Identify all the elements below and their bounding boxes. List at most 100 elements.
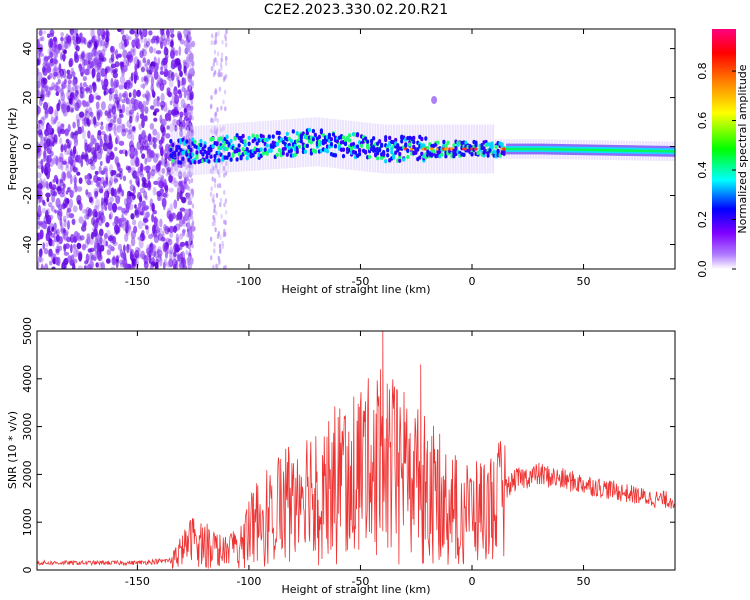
heatmap-cell bbox=[85, 156, 90, 166]
heatmap-cell bbox=[108, 213, 112, 220]
heatmap-cell bbox=[58, 99, 61, 108]
heatmap-cell bbox=[57, 182, 62, 192]
heatmap-cell bbox=[538, 147, 541, 151]
heatmap-cell bbox=[39, 121, 45, 131]
heatmap-cell bbox=[100, 121, 104, 126]
heatmap-cell bbox=[158, 188, 165, 194]
heatmap-cell bbox=[153, 142, 157, 150]
heatmap-cell bbox=[241, 147, 245, 152]
heatmap-cell bbox=[454, 145, 458, 151]
heatmap-cell bbox=[255, 141, 259, 146]
heatmap-cell bbox=[115, 225, 119, 235]
heatmap-cell bbox=[55, 197, 61, 208]
heatmap-cell bbox=[213, 124, 216, 174]
heatmap-cell bbox=[115, 195, 121, 205]
heatmap-cell bbox=[75, 36, 82, 45]
heatmap-cell bbox=[293, 152, 297, 157]
heatmap-cell bbox=[134, 30, 140, 38]
heatmap-cell bbox=[210, 255, 213, 261]
heatmap-cell bbox=[84, 238, 89, 249]
heatmap-cell bbox=[147, 178, 151, 189]
heatmap-cell bbox=[118, 140, 125, 146]
heatmap-cell bbox=[161, 118, 167, 127]
heatmap-cell bbox=[213, 182, 217, 188]
heatmap-cell bbox=[38, 98, 43, 107]
heatmap-cell bbox=[51, 141, 55, 147]
heatmap-cell bbox=[191, 115, 194, 121]
heatmap-cell bbox=[162, 261, 166, 269]
heatmap-cell bbox=[86, 236, 91, 245]
heatmap-cell bbox=[660, 149, 663, 153]
heatmap-cell bbox=[237, 148, 241, 153]
heatmap-cell bbox=[154, 261, 159, 269]
heatmap-cell bbox=[186, 29, 190, 34]
heatmap-cell bbox=[552, 148, 555, 151]
heatmap-cell bbox=[66, 207, 72, 213]
heatmap-cell bbox=[211, 197, 215, 203]
heatmap-cell bbox=[68, 198, 74, 209]
heatmap-cell bbox=[93, 119, 98, 129]
heatmap-cell bbox=[181, 196, 187, 204]
heatmap-cell bbox=[116, 187, 123, 193]
heatmap-cell bbox=[135, 157, 140, 167]
heatmap-cell bbox=[88, 196, 93, 203]
heatmap-cell bbox=[68, 59, 73, 68]
heatmap-cell bbox=[92, 116, 97, 125]
heatmap-cell bbox=[42, 221, 48, 230]
heatmap-cell bbox=[128, 92, 132, 98]
heatmap-cell bbox=[530, 147, 533, 151]
heatmap-cell bbox=[185, 139, 189, 144]
heatmap-cell bbox=[60, 187, 65, 195]
heatmap-cell bbox=[105, 67, 108, 75]
heatmap-cell bbox=[128, 76, 134, 87]
heatmap-cell bbox=[42, 77, 48, 85]
heatmap-cell bbox=[179, 241, 186, 247]
heatmap-cell bbox=[590, 148, 593, 152]
heatmap-cell bbox=[212, 61, 216, 67]
heatmap-cell bbox=[220, 71, 223, 77]
heatmap-cell bbox=[237, 143, 241, 148]
heatmap-cell bbox=[97, 66, 101, 75]
heatmap-cell bbox=[606, 148, 609, 152]
heatmap-cell bbox=[666, 150, 669, 153]
heatmap-cell bbox=[171, 96, 176, 104]
heatmap-cell bbox=[124, 81, 131, 91]
heatmap-cell bbox=[151, 89, 155, 96]
heatmap-cell bbox=[85, 107, 89, 114]
top-x-tick-label: -100 bbox=[236, 275, 261, 288]
heatmap-cell bbox=[444, 147, 448, 151]
heatmap-cell bbox=[88, 84, 93, 95]
heatmap-cell bbox=[654, 149, 657, 153]
heatmap-cell bbox=[187, 144, 191, 150]
heatmap-cell bbox=[432, 149, 436, 154]
heatmap-cell bbox=[80, 51, 85, 60]
heatmap-cell bbox=[218, 172, 221, 178]
heatmap-cell bbox=[281, 151, 285, 156]
heatmap-cell bbox=[363, 149, 368, 155]
heatmap-cell bbox=[51, 205, 55, 213]
heatmap-cell bbox=[113, 131, 117, 136]
colorbar-tick-label: 0.6 bbox=[696, 112, 709, 129]
heatmap-cell bbox=[218, 86, 222, 92]
heatmap-cell bbox=[38, 29, 43, 37]
heatmap-cell bbox=[119, 248, 123, 258]
heatmap-cell bbox=[130, 48, 135, 58]
heatmap-cell bbox=[186, 242, 192, 250]
heatmap-cell bbox=[162, 48, 167, 56]
heatmap-cell bbox=[53, 222, 57, 231]
heatmap-cell bbox=[177, 89, 182, 95]
heatmap-cell bbox=[89, 60, 95, 69]
heatmap-cell bbox=[125, 96, 130, 105]
heatmap-cell bbox=[37, 129, 43, 136]
heatmap-cell bbox=[141, 144, 145, 151]
heatmap-cell bbox=[568, 148, 571, 151]
heatmap-cell bbox=[164, 133, 171, 139]
heatmap-cell bbox=[107, 111, 111, 119]
heatmap-cell bbox=[167, 207, 171, 214]
heatmap-cell bbox=[132, 253, 138, 262]
heatmap-cell bbox=[85, 189, 89, 196]
heatmap-cell bbox=[223, 34, 227, 40]
heatmap-cell bbox=[59, 128, 66, 135]
heatmap-cell bbox=[140, 35, 144, 44]
heatmap-cell bbox=[47, 225, 51, 230]
